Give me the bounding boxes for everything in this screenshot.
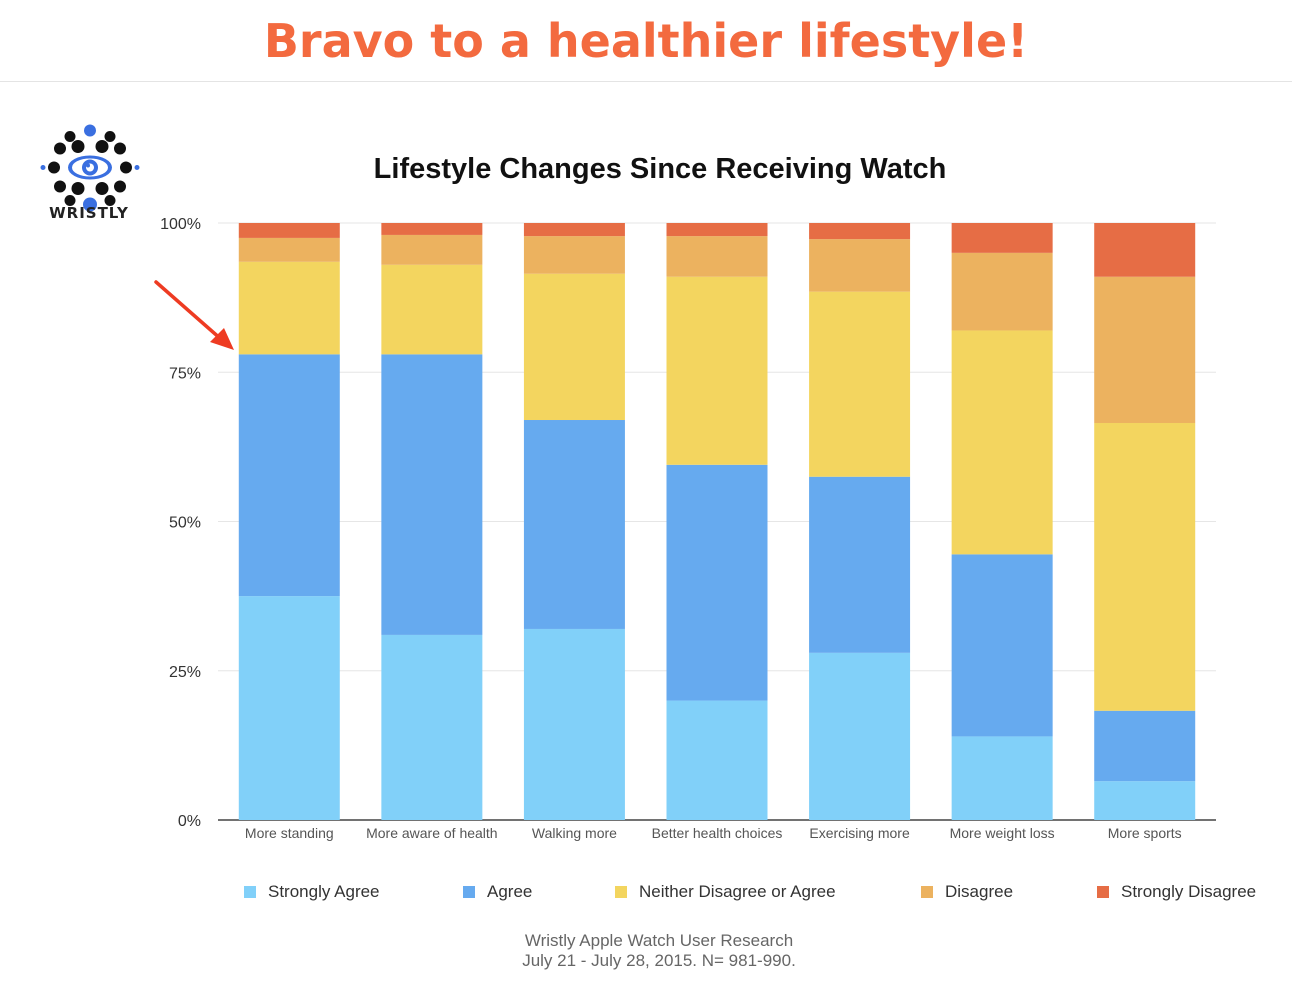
wristly-logo — [40, 124, 140, 212]
bar-segment — [809, 652, 911, 820]
legend-item: Neither Disagree or Agree — [615, 882, 836, 902]
legend-swatch — [463, 886, 475, 898]
bar-segment — [951, 736, 1053, 820]
red-arrow-annotation — [154, 280, 234, 350]
headline: Bravo to a healthier lifestyle! — [263, 14, 1029, 68]
x-tick-label: More aware of health — [366, 825, 498, 841]
legend-item: Strongly Agree — [244, 882, 380, 902]
y-tick-label: 0% — [178, 813, 201, 830]
bar-segment — [523, 628, 625, 820]
y-tick-label: 50% — [169, 515, 201, 532]
bar-segment — [381, 234, 483, 265]
legend-label: Strongly Agree — [268, 882, 380, 901]
x-tick-label: More sports — [1108, 825, 1182, 841]
bar-segment — [523, 236, 625, 274]
bar-segment — [381, 264, 483, 355]
bar-segment — [809, 476, 911, 653]
x-tick-label: More weight loss — [950, 825, 1055, 841]
bar-segment — [523, 223, 625, 237]
bar-segment — [238, 237, 340, 262]
bar-segment — [1094, 276, 1196, 423]
bar-segment — [1094, 710, 1196, 782]
bar-segment — [1094, 422, 1196, 711]
header-divider — [0, 81, 1292, 82]
legend-label: Strongly Disagree — [1121, 882, 1257, 901]
source-note: Wristly Apple Watch User Research July 2… — [0, 931, 1292, 971]
y-tick-label: 100% — [160, 216, 201, 233]
y-tick-label: 75% — [169, 365, 201, 382]
bar-segment — [951, 554, 1053, 737]
bar-segment — [238, 354, 340, 597]
legend-swatch — [921, 886, 933, 898]
bar-segment — [1094, 223, 1196, 277]
bar-segment — [238, 261, 340, 355]
bar-segment — [381, 634, 483, 820]
y-tick-label: 25% — [169, 664, 201, 681]
legend-swatch — [1097, 886, 1109, 898]
bar-segment — [238, 596, 340, 820]
bar-segment — [381, 354, 483, 635]
bar-segment — [666, 223, 768, 237]
source-line-2: July 21 - July 28, 2015. N= 981-990. — [522, 951, 796, 970]
bar-segment — [666, 700, 768, 820]
x-tick-label: Better health choices — [652, 825, 783, 841]
bar-segment — [666, 236, 768, 277]
legend-label: Agree — [487, 882, 533, 901]
chart-legend: Strongly Agree Agree Neither Disagree or A… — [0, 882, 1292, 906]
legend-swatch — [244, 886, 256, 898]
legend-item: Strongly Disagree — [1097, 882, 1256, 902]
bar-segment — [666, 276, 768, 465]
x-tick-label: More standing — [245, 825, 334, 841]
bar-segment — [809, 223, 911, 240]
bar-segment — [238, 223, 340, 238]
bar-segment — [381, 223, 483, 235]
chart-title: Lifestyle Changes Since Receiving Watch — [373, 153, 947, 185]
bar-segment — [951, 252, 1053, 331]
legend-swatch — [615, 886, 627, 898]
brand-name: WRISTLY — [49, 204, 129, 222]
bar-segment — [523, 420, 625, 629]
x-tick-label: Exercising more — [809, 825, 910, 841]
legend-item: Agree — [463, 882, 532, 902]
bar-segment — [809, 291, 911, 477]
bar-segment — [951, 223, 1053, 253]
source-line-1: Wristly Apple Watch User Research — [524, 931, 794, 950]
bar-segment — [523, 273, 625, 421]
bar-segment — [666, 464, 768, 701]
bar-segment — [1094, 781, 1196, 820]
legend-label: Disagree — [945, 882, 1014, 901]
x-tick-label: Walking more — [532, 825, 617, 841]
bar-segment — [951, 330, 1053, 555]
bar-segment — [809, 239, 911, 292]
legend-label: Neither Disagree or Agree — [639, 882, 836, 901]
legend-item: Disagree — [921, 882, 1013, 902]
